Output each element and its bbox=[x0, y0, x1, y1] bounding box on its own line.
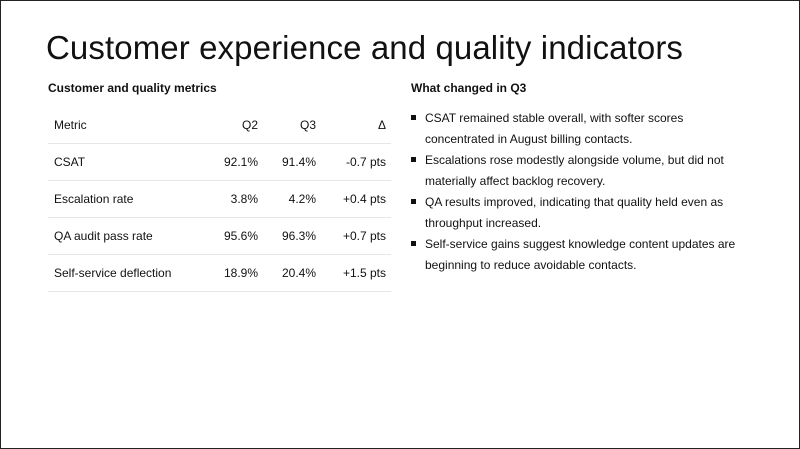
table-header-row: Metric Q2 Q3 Δ bbox=[48, 107, 391, 144]
list-item: CSAT remained stable overall, with softe… bbox=[411, 108, 756, 149]
column-header-delta: Δ bbox=[316, 107, 391, 144]
changes-heading: What changed in Q3 bbox=[411, 81, 527, 95]
cell-q3: 20.4% bbox=[258, 254, 316, 292]
table-row: CSAT 92.1% 91.4% -0.7 pts bbox=[48, 143, 391, 181]
list-item-text: CSAT remained stable overall, with softe… bbox=[425, 111, 684, 146]
metrics-heading: Customer and quality metrics bbox=[48, 81, 217, 95]
table-row: QA audit pass rate 95.6% 96.3% +0.7 pts bbox=[48, 217, 391, 255]
column-header-q3: Q3 bbox=[258, 107, 316, 144]
cell-q3: 96.3% bbox=[258, 217, 316, 255]
cell-q2: 95.6% bbox=[200, 217, 258, 255]
cell-q3: 4.2% bbox=[258, 180, 316, 218]
square-bullet-icon bbox=[411, 115, 416, 120]
cell-metric: Escalation rate bbox=[48, 180, 200, 218]
square-bullet-icon bbox=[411, 199, 416, 204]
square-bullet-icon bbox=[411, 241, 416, 246]
slide-title: Customer experience and quality indicato… bbox=[46, 29, 684, 66]
list-item-text: Self-service gains suggest knowledge con… bbox=[425, 237, 736, 272]
cell-delta: +0.7 pts bbox=[316, 217, 391, 255]
metrics-section: Customer and quality metrics Metric Q2 Q… bbox=[48, 81, 391, 292]
list-item-text: QA results improved, indicating that qua… bbox=[425, 195, 724, 230]
list-item: QA results improved, indicating that qua… bbox=[411, 192, 756, 233]
list-item: Escalations rose modestly alongside volu… bbox=[411, 150, 756, 191]
square-bullet-icon bbox=[411, 157, 416, 162]
cell-delta: +1.5 pts bbox=[316, 254, 391, 292]
column-header-q2: Q2 bbox=[200, 107, 258, 144]
list-item-text: Escalations rose modestly alongside volu… bbox=[425, 153, 724, 188]
metrics-table: Metric Q2 Q3 Δ CSAT 92.1% 91.4% -0.7 pts… bbox=[48, 107, 391, 292]
table-row: Self-service deflection 18.9% 20.4% +1.5… bbox=[48, 254, 391, 292]
cell-delta: -0.7 pts bbox=[316, 143, 391, 181]
cell-delta: +0.4 pts bbox=[316, 180, 391, 218]
changes-list: CSAT remained stable overall, with softe… bbox=[411, 108, 756, 275]
cell-q2: 18.9% bbox=[200, 254, 258, 292]
cell-q3: 91.4% bbox=[258, 143, 316, 181]
cell-metric: Self-service deflection bbox=[48, 254, 200, 292]
cell-metric: QA audit pass rate bbox=[48, 217, 200, 255]
cell-q2: 92.1% bbox=[200, 143, 258, 181]
cell-metric: CSAT bbox=[48, 143, 200, 181]
changes-section: What changed in Q3 CSAT remained stable … bbox=[411, 81, 756, 276]
cell-q2: 3.8% bbox=[200, 180, 258, 218]
list-item: Self-service gains suggest knowledge con… bbox=[411, 234, 756, 275]
table-row: Escalation rate 3.8% 4.2% +0.4 pts bbox=[48, 180, 391, 218]
column-header-metric: Metric bbox=[48, 107, 200, 144]
